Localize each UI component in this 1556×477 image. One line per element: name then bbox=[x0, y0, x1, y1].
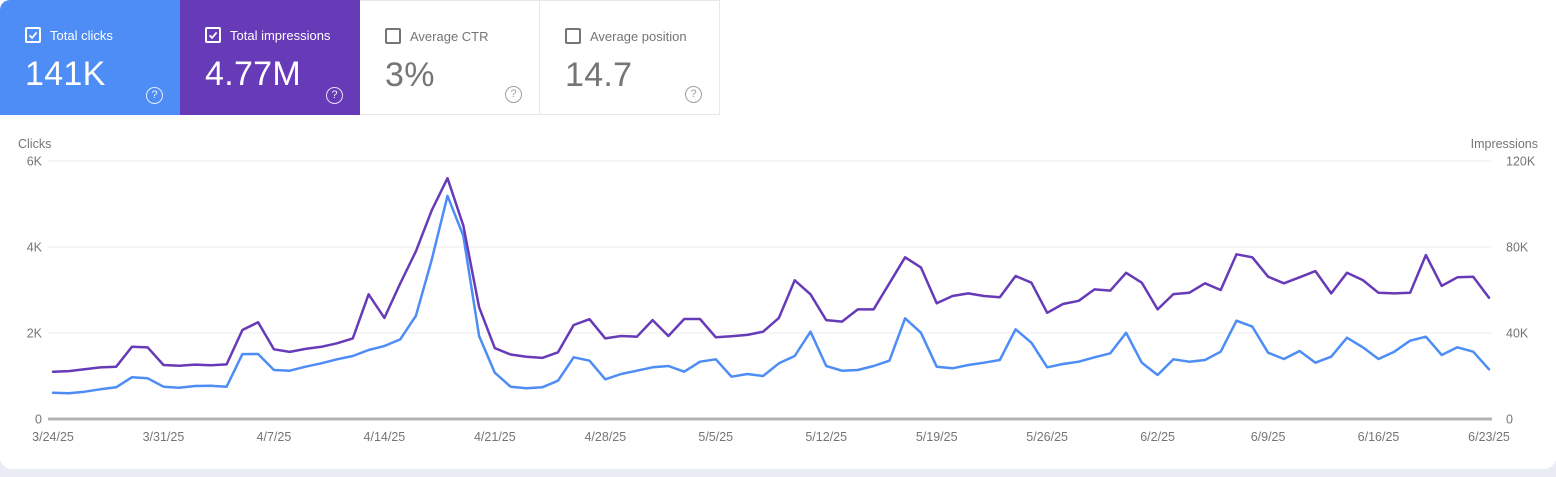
x-tick-label: 6/2/25 bbox=[1140, 430, 1175, 444]
card-header: Total clicks bbox=[25, 27, 180, 43]
data-lines bbox=[51, 176, 1491, 395]
total-clicks-value: 141K bbox=[25, 55, 106, 93]
performance-chart: Clicks Impressions 0 2K 4K 6K 0 40K 80K 120K 3… bbox=[0, 115, 1556, 469]
card-average-position[interactable]: Average position 14.7 ? bbox=[540, 0, 720, 115]
right-tick-label: 120K bbox=[1506, 155, 1536, 169]
left-tick-label: 4K bbox=[27, 241, 43, 255]
card-header: Total impressions bbox=[205, 27, 360, 43]
clicks-line bbox=[51, 194, 1491, 395]
x-tick-label: 5/12/25 bbox=[805, 430, 847, 444]
card-label: Average position bbox=[590, 28, 687, 44]
left-tick-label: 2K bbox=[27, 327, 43, 341]
left-tick-label: 6K bbox=[27, 155, 43, 169]
x-tick-label: 4/28/25 bbox=[584, 430, 626, 444]
help-icon[interactable]: ? bbox=[505, 86, 522, 103]
left-tick-label: 0 bbox=[35, 413, 42, 427]
right-tick-label: 0 bbox=[1506, 413, 1513, 427]
checkmark-icon bbox=[28, 31, 38, 40]
x-tick-label: 5/26/25 bbox=[1026, 430, 1068, 444]
gridlines bbox=[48, 160, 1492, 421]
card-label: Total impressions bbox=[230, 27, 331, 43]
x-tick-label: 6/9/25 bbox=[1251, 430, 1286, 444]
card-label: Average CTR bbox=[410, 28, 489, 44]
x-tick-label: 4/14/25 bbox=[364, 430, 406, 444]
x-tick-label: 6/16/25 bbox=[1358, 430, 1400, 444]
x-tick-label: 4/7/25 bbox=[257, 430, 292, 444]
x-axis-tick-labels: 3/24/25 3/31/25 4/7/25 4/14/25 4/21/25 4/28/2… bbox=[32, 430, 1510, 444]
right-axis-title: Impressions bbox=[1471, 137, 1538, 151]
x-tick-label: 6/23/25 bbox=[1468, 430, 1510, 444]
right-axis-tick-labels: 0 40K 80K 120K bbox=[1506, 155, 1536, 427]
x-tick-label: 3/31/25 bbox=[143, 430, 185, 444]
total-impressions-value: 4.77M bbox=[205, 55, 301, 93]
impressions-line bbox=[51, 176, 1491, 373]
clicks-impressions-line-chart: Clicks Impressions 0 2K 4K 6K 0 40K 80K 120K 3… bbox=[18, 137, 1538, 444]
total-clicks-checkbox-checked[interactable] bbox=[25, 27, 41, 43]
card-average-ctr[interactable]: Average CTR 3% ? bbox=[360, 0, 540, 115]
card-total-impressions[interactable]: Total impressions 4.77M ? bbox=[180, 0, 360, 115]
left-axis-tick-labels: 0 2K 4K 6K bbox=[27, 155, 43, 427]
help-icon[interactable]: ? bbox=[326, 87, 343, 104]
metric-cards-row: Total clicks 141K ? Total impressions 4.… bbox=[0, 0, 720, 115]
help-icon[interactable]: ? bbox=[685, 86, 702, 103]
x-tick-label: 5/19/25 bbox=[916, 430, 958, 444]
left-axis-title: Clicks bbox=[18, 137, 51, 151]
right-tick-label: 80K bbox=[1506, 241, 1529, 255]
checkmark-icon bbox=[208, 31, 218, 40]
average-position-value: 14.7 bbox=[565, 56, 633, 94]
total-impressions-checkbox-checked[interactable] bbox=[205, 27, 221, 43]
card-header: Average CTR bbox=[385, 28, 539, 44]
x-tick-label: 5/5/25 bbox=[698, 430, 733, 444]
card-header: Average position bbox=[565, 28, 719, 44]
average-ctr-checkbox-unchecked[interactable] bbox=[385, 28, 401, 44]
x-tick-label: 4/21/25 bbox=[474, 430, 516, 444]
right-tick-label: 40K bbox=[1506, 327, 1529, 341]
card-total-clicks[interactable]: Total clicks 141K ? bbox=[0, 0, 180, 115]
average-position-checkbox-unchecked[interactable] bbox=[565, 28, 581, 44]
card-label: Total clicks bbox=[50, 27, 113, 43]
help-icon[interactable]: ? bbox=[146, 87, 163, 104]
x-tick-label: 3/24/25 bbox=[32, 430, 74, 444]
average-ctr-value: 3% bbox=[385, 56, 435, 94]
